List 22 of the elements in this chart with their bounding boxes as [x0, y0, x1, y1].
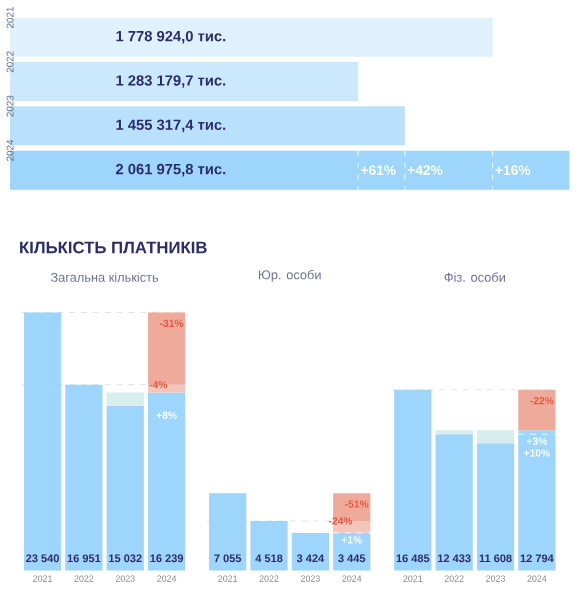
- bar: [10, 150, 570, 190]
- bar: [10, 17, 493, 57]
- text: КІЛЬКІСТЬ ПЛАТНИКІВ: [20, 241, 208, 254]
- bar: [107, 405, 145, 571]
- bar: [148, 312, 186, 385]
- bar: [477, 443, 515, 571]
- bar: [10, 106, 406, 146]
- bar: [10, 62, 359, 102]
- bar: [65, 384, 103, 571]
- bar: [107, 392, 145, 406]
- bar: [333, 493, 371, 521]
- bar: [477, 430, 515, 444]
- bar: [394, 389, 432, 571]
- bar: [333, 520, 371, 533]
- bar: [518, 430, 556, 571]
- bar: [292, 532, 330, 571]
- bar: [518, 389, 556, 431]
- bar: [148, 392, 186, 571]
- bar: [435, 434, 474, 571]
- bar: [24, 312, 62, 571]
- bar: [209, 493, 247, 571]
- bar: [250, 520, 289, 571]
